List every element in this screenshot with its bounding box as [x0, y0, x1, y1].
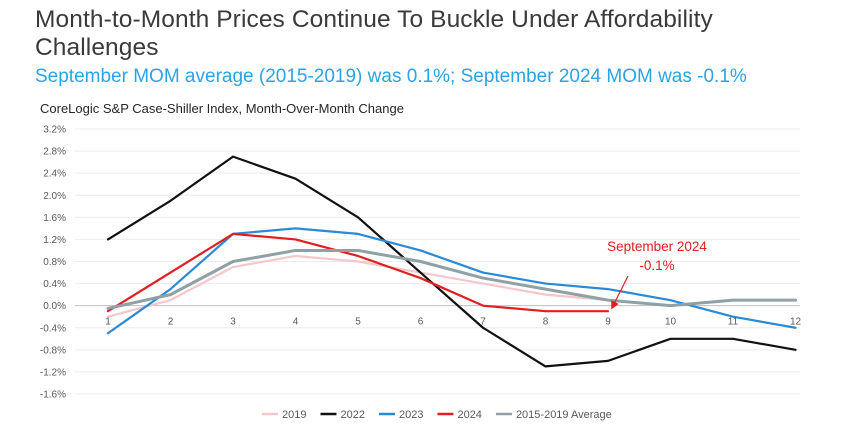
- series-line-2015-2019-average: [106, 248, 797, 310]
- annotation-arrow: [611, 275, 629, 310]
- y-tick-label: -0.8%: [40, 345, 66, 356]
- x-tick-label: 6: [418, 317, 424, 328]
- y-tick-label: 0.8%: [43, 257, 66, 268]
- x-axis-ticks: 1 2 3 4 5 6 7 8 9 10 11 12: [105, 317, 801, 328]
- annotation-line2: -0.1%: [639, 258, 674, 273]
- legend-label: 2015-2019 Average: [516, 409, 612, 421]
- series-line-2022: [106, 155, 797, 368]
- x-tick-label: 10: [665, 317, 677, 328]
- x-tick-label: 12: [790, 317, 802, 328]
- legend: 2019 2022 2023 2024 2015-2019 Average: [262, 409, 612, 421]
- y-tick-label: 2.4%: [43, 169, 66, 180]
- series-line-2024: [106, 232, 610, 313]
- y-tick-label: -1.2%: [40, 367, 66, 378]
- x-tick-label: 7: [480, 317, 486, 328]
- page-title: Month-to-Month Prices Continue To Buckle…: [35, 6, 713, 61]
- annotation-line1: September 2024: [607, 239, 707, 254]
- x-tick-label: 5: [355, 317, 361, 328]
- x-tick-label: 4: [293, 317, 299, 328]
- annotation: September 2024 -0.1%: [607, 239, 707, 310]
- y-tick-label: 0.0%: [43, 301, 66, 312]
- y-tick-label: 1.6%: [43, 213, 66, 224]
- series-line-2019: [106, 254, 797, 318]
- y-tick-label: 0.4%: [43, 279, 66, 290]
- legend-label: 2019: [282, 409, 306, 421]
- y-tick-label: 2.0%: [43, 191, 66, 202]
- x-tick-label: 9: [605, 317, 611, 328]
- series-line-2023: [106, 227, 797, 335]
- chart-title: CoreLogic S&P Case-Shiller Index, Month-…: [40, 101, 404, 116]
- y-tick-label: 2.8%: [43, 147, 66, 158]
- x-tick-label: 1: [105, 317, 111, 328]
- legend-label: 2023: [399, 409, 423, 421]
- legend-label: 2022: [340, 409, 364, 421]
- y-tick-label: -1.6%: [40, 390, 66, 401]
- y-tick-label: -0.4%: [40, 323, 66, 334]
- y-tick-label: 1.2%: [43, 235, 66, 246]
- x-tick-label: 11: [728, 317, 739, 328]
- y-tick-label: 3.2%: [43, 125, 66, 136]
- x-tick-label: 8: [543, 317, 549, 328]
- series-lines: [106, 155, 797, 368]
- page-subtitle: September MOM average (2015-2019) was 0.…: [35, 66, 747, 87]
- x-tick-label: 2: [168, 317, 174, 328]
- x-tick-label: 3: [230, 317, 236, 328]
- gridlines: [75, 128, 800, 395]
- y-axis-ticks: 3.2% 2.8% 2.4% 2.0% 1.6% 1.2% 0.8% 0.4% 0.0% -0.4…: [40, 125, 66, 401]
- legend-label: 2024: [457, 409, 481, 421]
